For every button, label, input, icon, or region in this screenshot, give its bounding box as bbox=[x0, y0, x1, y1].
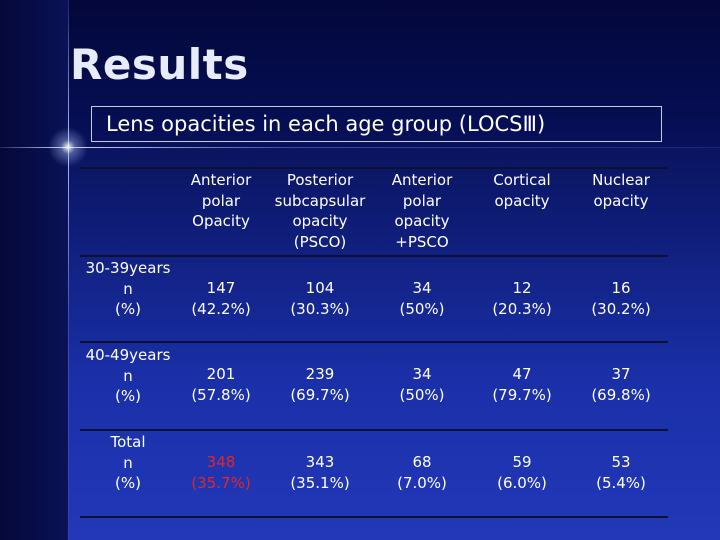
table-cell-highlight: 348 (35.7%) bbox=[191, 453, 251, 492]
table-cell: 104 (30.3%) bbox=[290, 279, 350, 318]
column-header: Anterior polar opacity +PSCO bbox=[391, 171, 453, 251]
table-rule-top bbox=[80, 167, 668, 169]
decorative-horizontal-line bbox=[0, 147, 720, 148]
table-rule-header bbox=[80, 255, 668, 257]
decorative-vertical-line bbox=[68, 0, 69, 540]
column-header: Anterior polar Opacity bbox=[190, 171, 252, 230]
table-cell: 59 (6.0%) bbox=[497, 453, 547, 492]
light-flare-icon bbox=[48, 127, 88, 167]
table-rule-row2 bbox=[80, 429, 668, 431]
table-cell: 37 (69.8%) bbox=[591, 365, 651, 404]
table-cell: 201 (57.8%) bbox=[191, 365, 251, 404]
table-rule-bottom bbox=[80, 516, 668, 518]
table-cell: 34 (50%) bbox=[399, 279, 445, 318]
slide-title: Results bbox=[70, 40, 249, 89]
table-cell: 68 (7.0%) bbox=[397, 453, 447, 492]
subtitle-text: Lens opacities in each age group (LOCSⅢ) bbox=[106, 112, 546, 136]
table-cell: 16 (30.2%) bbox=[591, 279, 651, 318]
row-label: 30-39years n (%) bbox=[85, 259, 171, 318]
table-cell: 53 (5.4%) bbox=[596, 453, 646, 492]
header-band bbox=[0, 0, 720, 148]
table-cell: 147 (42.2%) bbox=[191, 279, 251, 318]
row-label: 40-49years n (%) bbox=[85, 346, 171, 405]
table-rule-row1 bbox=[80, 341, 668, 343]
column-header: Posterior subcapsular opacity (PSCO) bbox=[274, 171, 366, 251]
table-cell: 239 (69.7%) bbox=[290, 365, 350, 404]
slide-subtitle: Lens opacities in each age group (LOCSⅢ) bbox=[91, 106, 662, 142]
table-cell: 34 (50%) bbox=[399, 365, 445, 404]
column-header: Cortical opacity bbox=[493, 171, 551, 210]
table-cell: 12 (20.3%) bbox=[492, 279, 552, 318]
row-label: Total n (%) bbox=[110, 433, 146, 492]
left-band bbox=[0, 0, 68, 540]
table-cell: 343 (35.1%) bbox=[290, 453, 350, 492]
table-cell: 47 (79.7%) bbox=[492, 365, 552, 404]
column-header: Nuclear opacity bbox=[592, 171, 650, 210]
